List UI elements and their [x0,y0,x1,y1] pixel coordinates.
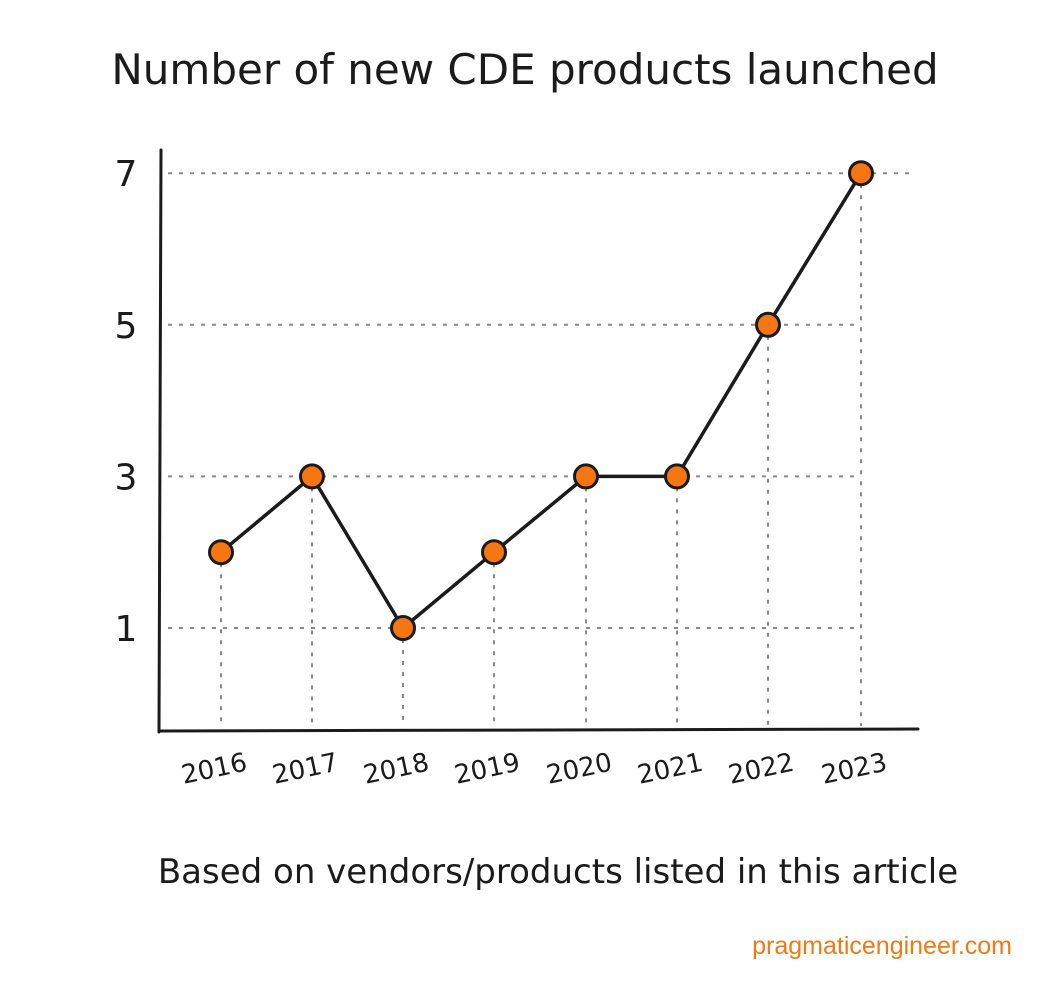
chart-title: Number of new CDE products launched [111,45,938,94]
data-point [481,539,507,566]
y-tick-label: 3 [115,457,138,498]
x-tick-label: 2023 [819,748,890,791]
y-tick-labels: 1 3 5 7 [115,154,138,650]
x-tick-label: 2017 [270,748,341,791]
data-point [664,463,690,490]
grid-lines [168,172,912,726]
x-tick-label: 2019 [452,748,523,791]
data-point [390,615,416,641]
series-line [219,171,863,630]
data-point [755,311,781,338]
x-tick-label: 2016 [179,748,250,791]
data-point [208,539,234,566]
y-tick-label: 1 [115,609,138,650]
x-axis [157,727,920,733]
x-tick-labels: 2016 2017 2018 2019 2020 2021 2022 2023 [179,748,890,791]
source-credit[interactable]: pragmaticengineer.com [752,932,1012,960]
data-point [573,463,599,490]
x-tick-label: 2020 [544,748,615,791]
x-tick-label: 2022 [726,748,797,791]
data-point [848,160,874,187]
x-tick-label: 2018 [361,748,432,791]
series [208,160,874,641]
y-axis [157,148,163,734]
y-tick-label: 7 [115,154,138,195]
footnote: Based on vendors/products listed in this… [158,852,958,892]
x-tick-label: 2021 [635,748,706,791]
y-tick-label: 5 [115,306,138,347]
data-point [299,463,325,490]
